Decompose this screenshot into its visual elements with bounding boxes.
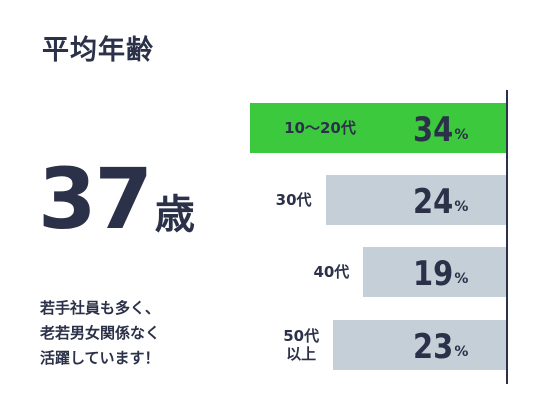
title: 平均年齢 bbox=[42, 35, 154, 66]
value-label: 34% bbox=[413, 103, 468, 153]
average-age: 37 歳 bbox=[38, 150, 195, 248]
description-line: 若手社員も多く、 bbox=[40, 299, 161, 317]
description-line: 活躍しています！ bbox=[40, 349, 160, 367]
bar bbox=[363, 247, 507, 297]
value-number: 34 bbox=[413, 110, 454, 150]
value-number: 24 bbox=[413, 182, 454, 222]
age-unit: 歳 bbox=[154, 192, 195, 238]
category-label: 30代 bbox=[275, 191, 312, 209]
category-label: 40代 bbox=[313, 263, 350, 281]
category-label: 10〜20代 bbox=[284, 119, 356, 137]
value-label: 23% bbox=[413, 320, 468, 370]
category-label: 50代 以上 bbox=[283, 327, 320, 363]
value-unit: % bbox=[454, 199, 469, 215]
value-number: 19 bbox=[413, 254, 454, 294]
value-number: 23 bbox=[413, 327, 454, 367]
value-unit: % bbox=[454, 127, 469, 143]
value-unit: % bbox=[454, 271, 469, 287]
description: 若手社員も多く、 老若男女関係なく 活躍しています！ bbox=[40, 296, 160, 371]
axis-line bbox=[506, 90, 508, 384]
value-label: 19% bbox=[413, 247, 468, 297]
value-label: 24% bbox=[413, 175, 468, 225]
age-number: 37 bbox=[38, 150, 153, 248]
bar bbox=[325, 175, 507, 225]
bar bbox=[250, 103, 507, 153]
value-unit: % bbox=[454, 344, 469, 360]
description-line: 老若男女関係なく bbox=[40, 324, 161, 342]
bar bbox=[333, 320, 507, 370]
